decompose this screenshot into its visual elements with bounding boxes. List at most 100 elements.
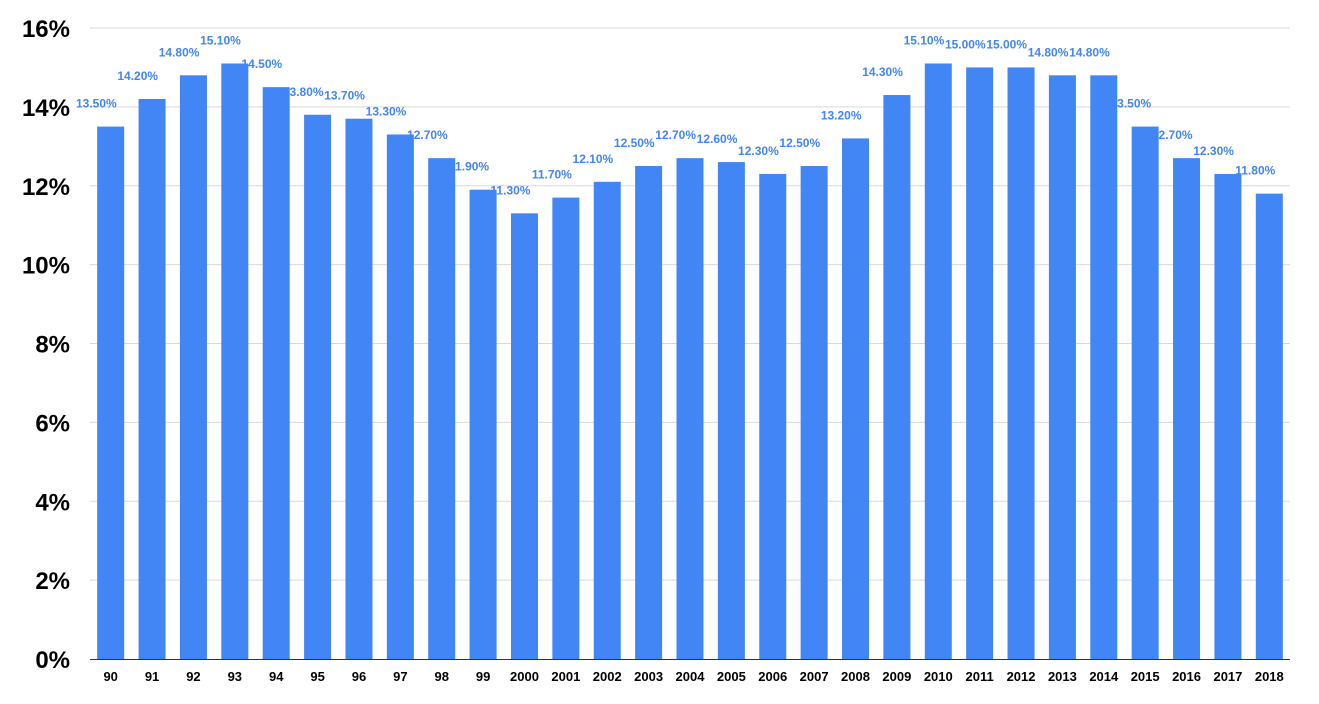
data-label: 12.50% (779, 136, 820, 150)
bar (1255, 193, 1283, 659)
bar (1090, 75, 1118, 659)
bars (97, 63, 1283, 660)
y-tick-label: 0% (35, 647, 70, 674)
data-label: 12.60% (697, 132, 738, 146)
y-tick-label: 6% (35, 410, 70, 437)
data-label: 12.70% (1152, 128, 1193, 142)
x-tick-label: 2006 (758, 669, 787, 684)
bar (179, 75, 207, 659)
bar (386, 134, 414, 659)
data-label: 11.80% (1235, 164, 1275, 178)
data-label: 14.30% (862, 65, 903, 79)
bar (1048, 75, 1076, 659)
x-tick-label: 92 (186, 669, 200, 684)
bar (842, 138, 870, 660)
x-tick-label: 2010 (924, 669, 953, 684)
data-label: 11.30% (490, 183, 530, 197)
data-label: 13.30% (366, 104, 407, 118)
x-tick-label: 2015 (1131, 669, 1160, 684)
x-tick-label: 2017 (1213, 669, 1242, 684)
x-tick-label: 2003 (634, 669, 663, 684)
data-label: 11.90% (449, 160, 489, 174)
bar (304, 114, 332, 659)
bar (800, 166, 828, 659)
data-label: 15.00% (986, 37, 1027, 51)
data-label: 14.50% (242, 57, 283, 71)
data-label: 12.70% (655, 128, 696, 142)
bar (635, 166, 663, 659)
x-tick-label: 99 (476, 669, 490, 684)
bar (883, 95, 911, 659)
bar (345, 118, 373, 660)
bar (262, 87, 290, 659)
x-tick-label: 2013 (1048, 669, 1077, 684)
bar (552, 197, 580, 660)
data-label: 12.70% (407, 128, 448, 142)
y-tick-label: 12% (22, 174, 70, 201)
x-tick-label: 93 (228, 669, 242, 684)
x-tick-label: 97 (393, 669, 407, 684)
data-label: 14.80% (159, 45, 200, 59)
bar (717, 162, 745, 659)
bar (676, 158, 704, 660)
data-label: 12.50% (614, 136, 655, 150)
y-axis-tick-labels: 0% 2% 4% 6% 8% 10% 12% 14% 16% (22, 16, 70, 674)
data-label: 13.80% (283, 85, 324, 99)
data-labels: 13.50%14.20%14.80%15.10%14.50%13.80% 13.7… (76, 33, 1276, 197)
y-tick-label: 4% (35, 489, 70, 516)
data-label: 14.80% (1069, 45, 1110, 59)
data-label: 15.10% (904, 33, 945, 47)
bar (1214, 173, 1242, 659)
data-label: 13.20% (821, 108, 862, 122)
data-label: 13.50% (76, 97, 117, 111)
bar (1131, 126, 1159, 659)
x-tick-label: 2002 (593, 669, 622, 684)
x-tick-label: 2011 (966, 669, 994, 684)
y-tick-label: 16% (22, 16, 70, 43)
y-tick-label: 10% (22, 253, 70, 280)
bar (966, 67, 994, 659)
bar (593, 181, 621, 659)
bar (428, 158, 456, 660)
x-tick-label: 2018 (1255, 669, 1284, 684)
x-tick-label: 2012 (1007, 669, 1036, 684)
x-tick-label: 2016 (1172, 669, 1201, 684)
x-tick-label: 2000 (510, 669, 539, 684)
data-label: 12.30% (738, 144, 779, 158)
x-tick-label: 96 (352, 669, 366, 684)
x-tick-label: 2007 (800, 669, 829, 684)
x-tick-label: 2014 (1089, 669, 1119, 684)
y-tick-label: 8% (35, 332, 70, 359)
x-tick-label: 94 (269, 669, 284, 684)
data-label: 11.70% (532, 168, 572, 182)
x-tick-label: 2005 (717, 669, 746, 684)
bar (469, 189, 497, 659)
x-tick-label: 2004 (676, 669, 706, 684)
x-tick-label: 90 (103, 669, 117, 684)
data-label: 12.30% (1193, 144, 1234, 158)
y-tick-label: 2% (35, 568, 70, 595)
data-label: 13.70% (324, 89, 365, 103)
x-tick-label: 2008 (841, 669, 870, 684)
data-label: 15.00% (945, 37, 986, 51)
x-axis-tick-labels: 90 91 92 93 94 95 96 97 98 99 2000 2001 2002 2003 2004… (103, 669, 1283, 684)
bar (759, 173, 787, 659)
x-tick-label: 91 (145, 669, 159, 684)
bar (510, 213, 538, 659)
y-tick-label: 14% (22, 95, 70, 122)
x-tick-label: 2001 (551, 669, 580, 684)
bar (138, 98, 166, 660)
bar (1173, 158, 1201, 660)
x-tick-label: 2009 (882, 669, 911, 684)
bar (1007, 67, 1035, 659)
data-label: 14.80% (1028, 45, 1069, 59)
data-label: 13.50% (1110, 97, 1151, 111)
x-tick-label: 95 (310, 669, 324, 684)
bar (97, 126, 125, 659)
data-label: 14.20% (117, 69, 158, 83)
data-label: 15.10% (200, 33, 241, 47)
x-tick-label: 98 (434, 669, 448, 684)
bar (924, 63, 952, 659)
